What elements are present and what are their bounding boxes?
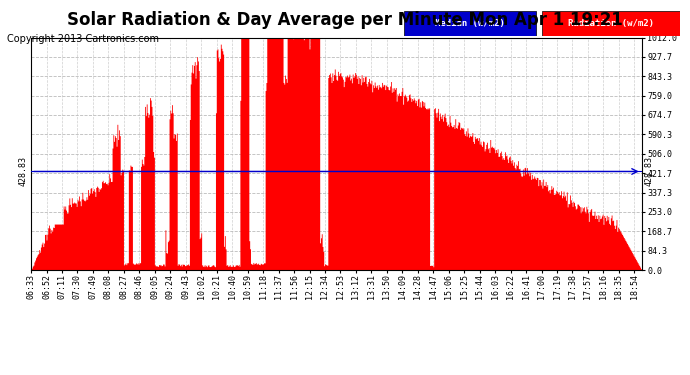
- FancyBboxPatch shape: [404, 11, 536, 36]
- Text: Median (w/m2): Median (w/m2): [435, 19, 505, 28]
- FancyBboxPatch shape: [542, 11, 680, 36]
- Text: Radiation (w/m2): Radiation (w/m2): [568, 19, 653, 28]
- Text: Copyright 2013 Cartronics.com: Copyright 2013 Cartronics.com: [7, 34, 159, 44]
- Text: 428.83: 428.83: [19, 156, 28, 186]
- Text: Solar Radiation & Day Average per Minute Mon Apr 1 19:21: Solar Radiation & Day Average per Minute…: [67, 11, 623, 29]
- Text: 428.83: 428.83: [644, 156, 653, 186]
